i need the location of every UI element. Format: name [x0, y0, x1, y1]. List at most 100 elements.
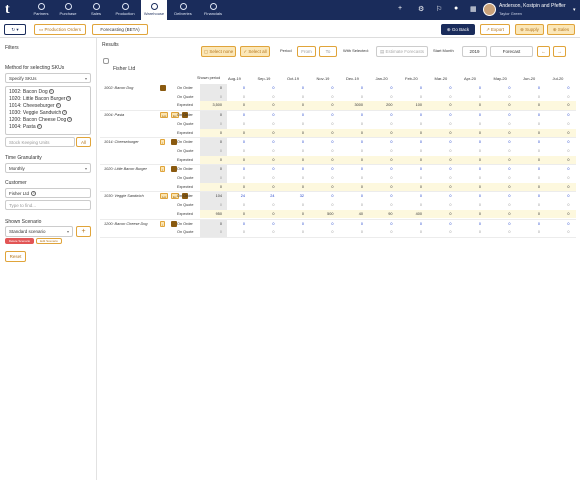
- table-cell[interactable]: 0: [508, 176, 511, 180]
- table-cell[interactable]: 0: [331, 113, 334, 118]
- table-cell[interactable]: 0: [537, 94, 540, 99]
- table-cell[interactable]: 0: [301, 121, 304, 126]
- table-cell[interactable]: 0: [272, 113, 275, 118]
- table-cell[interactable]: 0: [508, 194, 511, 199]
- table-cell[interactable]: 0: [508, 203, 511, 208]
- add-icon[interactable]: +: [398, 5, 403, 12]
- table-cell[interactable]: 0: [331, 176, 334, 180]
- table-cell[interactable]: 0: [419, 121, 422, 126]
- table-cell[interactable]: 0: [508, 94, 511, 99]
- table-cell[interactable]: 0: [272, 140, 275, 145]
- table-cell[interactable]: 0: [449, 230, 452, 235]
- user-menu[interactable]: Anderson, Kostpin and Pfeffer Taylor Gre…: [483, 2, 580, 18]
- table-cell[interactable]: 0: [508, 230, 511, 235]
- table-cell[interactable]: 0: [567, 94, 570, 99]
- table-cell[interactable]: 0: [449, 121, 452, 126]
- table-cell[interactable]: 0: [360, 194, 363, 199]
- table-cell[interactable]: 0: [478, 113, 481, 118]
- menu-toggle-button[interactable]: ↻ ▾: [4, 24, 26, 35]
- table-cell[interactable]: 0: [242, 203, 245, 208]
- table-cell[interactable]: 24: [270, 194, 275, 199]
- nav-financials[interactable]: Financials: [200, 0, 226, 20]
- table-cell[interactable]: 0: [272, 94, 275, 99]
- table-cell[interactable]: 0: [419, 148, 422, 153]
- table-cell[interactable]: 0: [360, 94, 363, 99]
- table-cell[interactable]: 0: [478, 121, 481, 126]
- breadcrumb-forecasting[interactable]: Forecasting (BETA): [92, 24, 148, 35]
- table-cell[interactable]: 0: [478, 140, 481, 145]
- table-cell[interactable]: 0: [567, 194, 570, 199]
- table-cell[interactable]: 0: [272, 148, 275, 153]
- table-cell[interactable]: 0: [360, 176, 363, 180]
- table-cell[interactable]: 0: [508, 148, 511, 153]
- table-cell[interactable]: 0: [419, 86, 422, 90]
- table-cell[interactable]: 0: [537, 86, 540, 90]
- export-button[interactable]: ↗ Export: [480, 24, 510, 35]
- sku-search-input[interactable]: Stock Keeping Units: [5, 137, 75, 147]
- table-cell[interactable]: 0: [360, 203, 363, 208]
- table-cell[interactable]: 0: [242, 94, 245, 99]
- table-cell[interactable]: 0: [219, 167, 222, 172]
- table-cell[interactable]: 0: [449, 148, 452, 153]
- settings-icon[interactable]: ⚙: [418, 6, 425, 13]
- table-cell[interactable]: 0: [301, 148, 304, 153]
- table-cell[interactable]: 0: [419, 113, 422, 118]
- table-cell[interactable]: 0: [537, 140, 540, 145]
- table-cell[interactable]: 0: [390, 86, 393, 90]
- table-cell[interactable]: 0: [331, 140, 334, 145]
- table-cell[interactable]: 0: [537, 176, 540, 180]
- select-none-button[interactable]: ▢ Select none: [201, 46, 236, 57]
- table-cell[interactable]: 0: [301, 94, 304, 99]
- table-cell[interactable]: 0: [537, 221, 540, 226]
- customer-select[interactable]: Fisher Ltd ×: [5, 188, 91, 198]
- table-cell[interactable]: 0: [567, 203, 570, 208]
- table-cell[interactable]: 0: [390, 140, 393, 145]
- table-cell[interactable]: 0: [331, 230, 334, 235]
- table-cell[interactable]: 0: [478, 94, 481, 99]
- product-action-icon[interactable]: [182, 112, 188, 119]
- table-cell[interactable]: 0: [537, 113, 540, 118]
- scenario-select[interactable]: Standard scenario ▾: [5, 226, 73, 237]
- reset-button[interactable]: Reset: [5, 251, 26, 262]
- nav-partners[interactable]: Partners: [28, 0, 54, 20]
- period-to-select[interactable]: To: [319, 46, 337, 57]
- table-cell[interactable]: 0: [331, 194, 334, 199]
- table-cell[interactable]: 0: [219, 148, 222, 153]
- table-cell[interactable]: 0: [537, 230, 540, 235]
- table-cell[interactable]: 0: [449, 94, 452, 99]
- remove-icon[interactable]: ×: [66, 96, 72, 102]
- table-cell[interactable]: 0: [242, 176, 245, 180]
- table-cell[interactable]: 0: [567, 113, 570, 118]
- table-cell[interactable]: 0: [449, 203, 452, 208]
- table-cell[interactable]: 0: [567, 221, 570, 226]
- table-cell[interactable]: 0: [301, 230, 304, 235]
- table-cell[interactable]: 0: [242, 230, 245, 235]
- table-cell[interactable]: 0: [242, 221, 245, 226]
- table-cell[interactable]: 0: [478, 148, 481, 153]
- table-cell[interactable]: 0: [567, 86, 570, 90]
- table-cell[interactable]: 0: [242, 140, 245, 145]
- table-cell[interactable]: 0: [478, 176, 481, 180]
- customer-search-input[interactable]: Type to find...: [5, 200, 91, 210]
- table-cell[interactable]: 0: [390, 194, 393, 199]
- table-cell[interactable]: 0: [567, 140, 570, 145]
- table-cell[interactable]: 0: [360, 230, 363, 235]
- table-cell[interactable]: 0: [272, 86, 275, 90]
- table-cell[interactable]: 0: [242, 167, 245, 172]
- nav-deliveries[interactable]: Deliveries: [170, 0, 196, 20]
- remove-icon[interactable]: ×: [48, 89, 54, 95]
- table-cell[interactable]: 0: [567, 176, 570, 180]
- table-cell[interactable]: 0: [242, 121, 245, 126]
- breadcrumb-production-orders[interactable]: ▭ Production Orders: [34, 24, 86, 35]
- nav-warehouse[interactable]: Warehouse: [141, 0, 167, 20]
- table-cell[interactable]: 0: [272, 221, 275, 226]
- table-cell[interactable]: 0: [419, 221, 422, 226]
- table-cell[interactable]: 0: [390, 94, 393, 99]
- table-cell[interactable]: 0: [272, 121, 275, 126]
- table-cell[interactable]: 0: [219, 94, 222, 99]
- remove-icon[interactable]: ×: [31, 191, 37, 197]
- table-cell[interactable]: 0: [449, 113, 452, 118]
- table-cell[interactable]: 0: [301, 176, 304, 180]
- table-cell[interactable]: 0: [419, 203, 422, 208]
- remove-icon[interactable]: ×: [55, 103, 61, 109]
